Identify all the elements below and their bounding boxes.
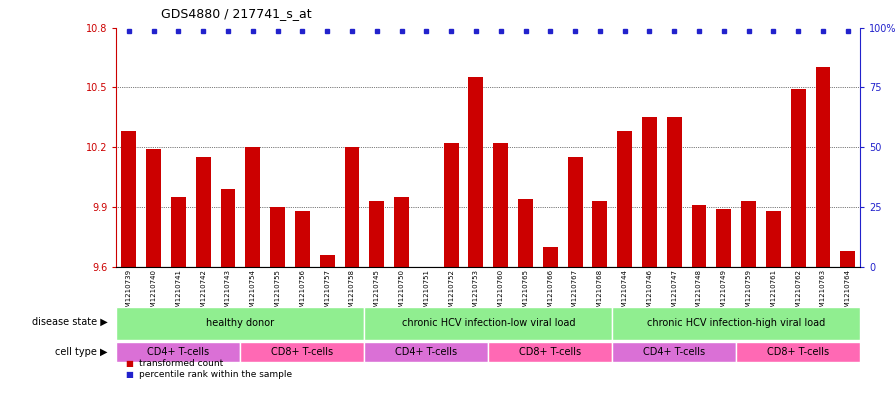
Text: GDS4880 / 217741_s_at: GDS4880 / 217741_s_at	[161, 7, 312, 20]
Text: CD8+ T-cells: CD8+ T-cells	[271, 347, 333, 357]
Bar	[196, 157, 211, 267]
Bar	[116, 307, 365, 340]
Bar	[469, 77, 483, 267]
Bar	[320, 255, 334, 267]
Bar	[766, 211, 780, 267]
Bar	[518, 199, 533, 267]
Bar	[642, 118, 657, 267]
Bar	[840, 251, 855, 267]
Bar	[741, 201, 756, 267]
Bar	[612, 307, 860, 340]
Bar	[146, 149, 161, 267]
Text: transformed count: transformed count	[139, 359, 223, 368]
Bar	[667, 118, 682, 267]
Bar	[122, 131, 136, 267]
Bar	[394, 197, 409, 267]
Bar	[488, 342, 612, 362]
Text: ■: ■	[125, 370, 134, 379]
Bar	[369, 201, 384, 267]
Bar	[815, 68, 831, 267]
Bar	[717, 209, 731, 267]
Bar	[592, 201, 607, 267]
Bar	[240, 342, 365, 362]
Text: chronic HCV infection-high viral load: chronic HCV infection-high viral load	[647, 318, 825, 328]
Text: percentile rank within the sample: percentile rank within the sample	[139, 370, 292, 379]
Bar	[737, 342, 860, 362]
Bar	[345, 147, 359, 267]
Bar	[612, 342, 737, 362]
Bar	[617, 131, 632, 267]
Bar	[692, 205, 706, 267]
Text: CD8+ T-cells: CD8+ T-cells	[519, 347, 582, 357]
Text: CD8+ T-cells: CD8+ T-cells	[767, 347, 830, 357]
Bar	[568, 157, 582, 267]
Bar	[171, 197, 185, 267]
Bar	[543, 247, 557, 267]
Text: CD4+ T-cells: CD4+ T-cells	[147, 347, 210, 357]
Text: ■: ■	[125, 359, 134, 368]
Text: CD4+ T-cells: CD4+ T-cells	[395, 347, 458, 357]
Bar	[295, 211, 310, 267]
Text: healthy donor: healthy donor	[206, 318, 274, 328]
Text: cell type ▶: cell type ▶	[55, 347, 108, 357]
Bar	[444, 143, 459, 267]
Bar	[419, 267, 434, 315]
Bar	[791, 90, 806, 267]
Bar	[246, 147, 260, 267]
Text: disease state ▶: disease state ▶	[31, 317, 108, 327]
Bar	[365, 342, 488, 362]
Text: CD4+ T-cells: CD4+ T-cells	[643, 347, 705, 357]
Bar	[220, 189, 236, 267]
Bar	[494, 143, 508, 267]
Bar	[116, 342, 240, 362]
Bar	[271, 207, 285, 267]
Bar	[365, 307, 612, 340]
Text: chronic HCV infection-low viral load: chronic HCV infection-low viral load	[401, 318, 575, 328]
